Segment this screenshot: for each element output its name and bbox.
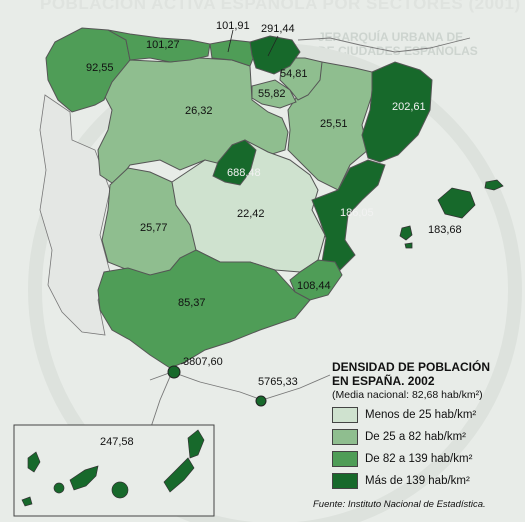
region-la-rioja [251, 79, 297, 109]
region-formentera [404, 242, 413, 249]
canarias-gran-canaria [111, 481, 129, 499]
legend-swatch-class-2 [332, 428, 358, 445]
region-cataluna [361, 61, 433, 163]
label-castilla-y-leon: 26,32 [185, 105, 213, 117]
region-murcia [289, 259, 343, 301]
label-baleares: 183,68 [428, 224, 462, 236]
legend-item: Menos de 25 hab/km² [332, 406, 522, 423]
canarias-la-palma [27, 451, 41, 473]
region-navarra [279, 57, 323, 101]
leader-pais-vasco [267, 35, 279, 57]
label-asturias: 101,27 [146, 39, 180, 51]
legend-item: De 82 a 139 hab/km² [332, 450, 522, 467]
label-ceuta: 3807,60 [183, 356, 223, 368]
label-la-rioja: 55,82 [258, 88, 286, 100]
region-comunidad-valenciana [311, 159, 386, 271]
background-subtitle-2: DE CIUDADES ESPAÑOLAS [318, 44, 478, 58]
label-madrid: 688,48 [227, 167, 261, 179]
label-aragon: 25,51 [320, 118, 348, 130]
region-madrid [212, 139, 257, 186]
background-title: POBLACIÓN ACTIVA ESPAÑOLA POR SECTORES (… [40, 0, 521, 13]
label-cantabria: 101,91 [216, 20, 250, 32]
legend-item: De 25 a 82 hab/km² [332, 428, 522, 445]
region-andalucia [97, 249, 311, 369]
legend-swatch-class-4 [332, 472, 358, 489]
source-note: Fuente: Instituto Nacional de Estadístic… [313, 499, 486, 510]
region-ibiza [399, 225, 413, 241]
legend-title-line2: EN ESPAÑA. 2002 [332, 374, 435, 388]
region-mallorca [437, 187, 476, 219]
legend-title-line1: DENSIDAD DE POBLACIÓN [332, 360, 491, 374]
region-menorca [484, 179, 504, 191]
label-melilla: 5765,33 [258, 376, 298, 388]
label-galicia: 92,55 [86, 62, 114, 74]
canarias-lanzarote [187, 429, 205, 459]
leader-ceuta [180, 361, 187, 365]
canarias-fuerteventura [163, 457, 195, 493]
region-cantabria [209, 39, 255, 67]
legend-swatch-class-1 [332, 406, 358, 423]
border-line [149, 371, 173, 431]
legend-label: Más de 139 hab/km² [365, 474, 470, 487]
label-cataluna: 202,61 [392, 101, 426, 113]
portugal-area [39, 94, 111, 336]
canarias-tenerife [69, 465, 99, 491]
background-subtitle-1: JERARQUÍA URBANA DE [318, 30, 464, 44]
legend-swatch-class-3 [332, 450, 358, 467]
label-canarias: 247,58 [100, 436, 134, 448]
legend-label: Menos de 25 hab/km² [365, 408, 477, 421]
legend-note: (Media nacional: 82,68 hab/km²) [332, 389, 483, 401]
legend-label: De 82 a 139 hab/km² [365, 452, 473, 465]
label-andalucia: 85,37 [178, 297, 206, 309]
region-asturias [107, 29, 211, 63]
label-comunidad-valenciana: 186,05 [340, 207, 374, 219]
legend-label: De 25 a 82 hab/km² [365, 430, 467, 443]
canarias-el-hierro [21, 496, 33, 507]
region-ceuta [167, 365, 181, 379]
label-pais-vasco: 291,44 [261, 23, 295, 35]
label-extremadura: 25,77 [140, 222, 168, 234]
label-navarra: 54,81 [280, 68, 308, 80]
leader-cantabria [227, 29, 234, 53]
label-murcia: 108,44 [297, 280, 331, 292]
region-melilla [255, 395, 267, 407]
legend-item: Más de 139 hab/km² [332, 472, 522, 489]
legend: DENSIDAD DE POBLACIÓN EN ESPAÑA. 2002 (M… [332, 360, 522, 489]
canarias-la-gomera [53, 482, 65, 494]
france-coast-line [297, 37, 471, 53]
label-castilla-la-mancha: 22,42 [237, 208, 265, 220]
